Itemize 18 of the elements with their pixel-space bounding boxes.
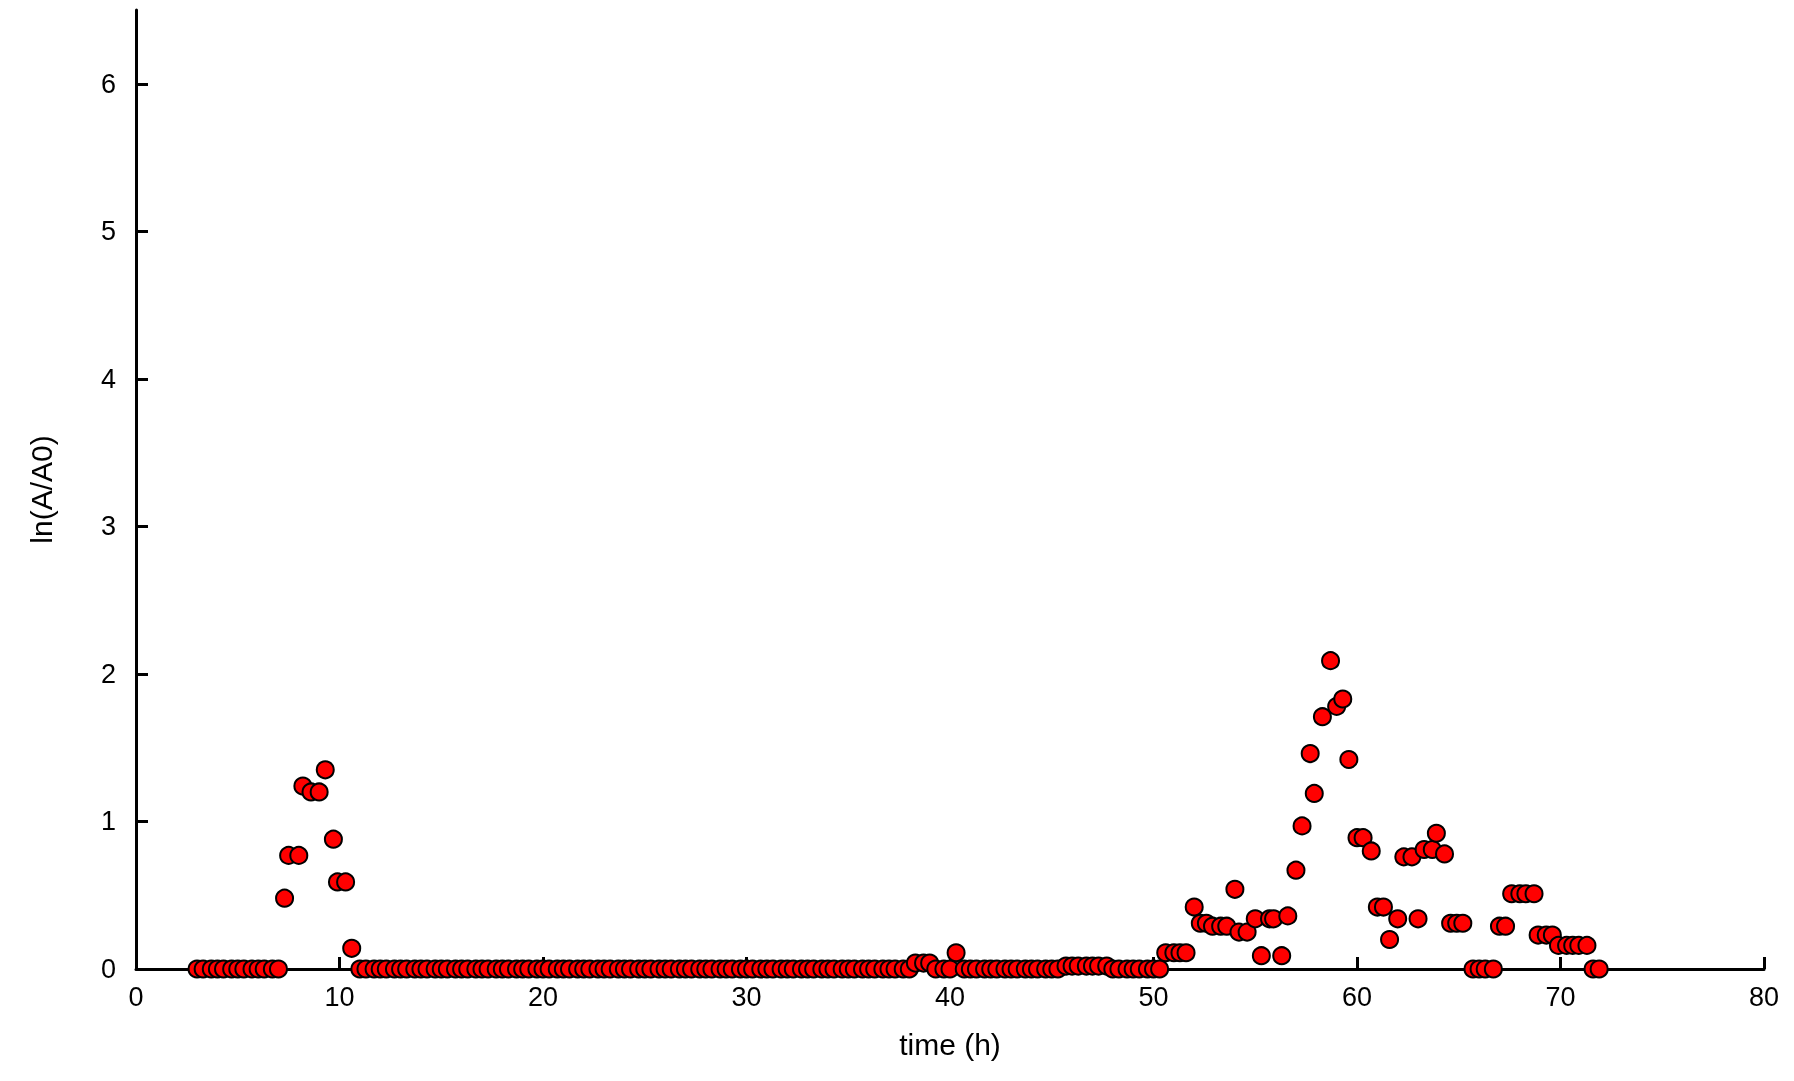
x-tick-label: 70	[1545, 981, 1576, 1012]
x-axis-title: time (h)	[899, 1027, 1001, 1061]
y-tick-label: 6	[100, 68, 116, 99]
y-tick-label: 1	[100, 806, 116, 837]
x-tick-label: 0	[128, 981, 144, 1012]
y-tick-label: 2	[100, 658, 116, 689]
x-tick-label: 80	[1748, 981, 1780, 1012]
y-axis-title: ln(A/A0)	[24, 435, 58, 544]
y-tick-label: 3	[100, 511, 116, 542]
x-tick-label: 40	[934, 981, 966, 1012]
y-tick-label: 0	[100, 954, 116, 984]
x-tick-label: 30	[731, 981, 762, 1012]
y-tick-label: 4	[100, 363, 116, 394]
x-tick-label: 60	[1341, 981, 1373, 1012]
x-tick-label: 50	[1138, 981, 1169, 1012]
x-tick-label: 20	[527, 981, 559, 1012]
x-tick-label: 10	[324, 981, 355, 1012]
y-tick-label: 5	[100, 216, 116, 247]
